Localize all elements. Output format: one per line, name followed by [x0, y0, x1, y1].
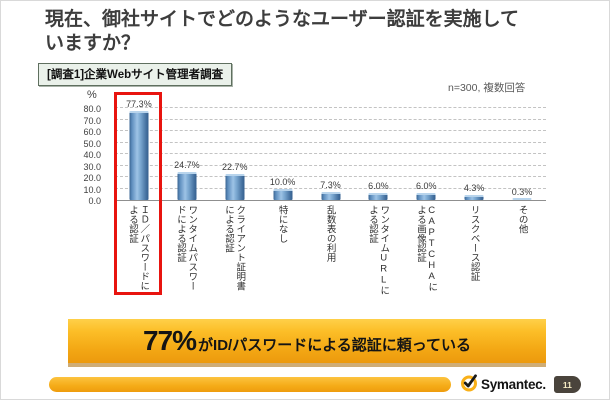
category-cell: 乱数表の利用	[306, 205, 354, 297]
category-cell: ワンタイムURLによる認証	[354, 205, 402, 297]
category-cell: ＩＤ／パスワードによる認証	[114, 205, 162, 297]
category-label: CAPTCHAによる画像認証	[415, 205, 438, 292]
y-tick-label: 60.0	[83, 127, 101, 137]
page-title-line2: いますか？	[45, 32, 141, 54]
y-tick-label: 40.0	[83, 150, 101, 160]
footer-accent-bar	[49, 377, 451, 392]
bar-value-label: 22.7%	[221, 161, 248, 172]
category-label: ＩＤ／パスワードによる認証	[127, 205, 150, 291]
y-tick-label: 0.0	[88, 196, 101, 206]
y-axis: 80.0 70.0 60.0 50.0 40.0 30.0 20.0 10.0 0.0	[39, 101, 109, 206]
y-tick-label: 10.0	[83, 184, 101, 195]
bar-value-label: 77.3%	[126, 99, 152, 110]
chart-bar	[225, 173, 245, 200]
bar-value-label: 24.7%	[174, 159, 200, 170]
category-label: クライアント証明書による認証	[223, 205, 246, 291]
category-cell: クライアント証明書による認証	[210, 205, 258, 297]
check-circle-icon	[459, 372, 479, 397]
y-tick-label: 30.0	[83, 161, 101, 172]
bar-chart: % 80.0 70.0 60.0 50.0 40.0 30.0 20.0 10.0 0.0 77…	[39, 89, 546, 317]
brand-logo: Symantec.	[459, 372, 546, 397]
bar-value-label: 6.0%	[416, 181, 437, 192]
bar-column: 6.0%	[354, 101, 402, 200]
bar-column: 77.3%	[115, 99, 163, 200]
gridline	[115, 141, 546, 143]
chart-bar	[273, 188, 293, 200]
y-tick-label: 80.0	[83, 104, 101, 114]
category-axis: ＩＤ／パスワードによる認証 ワンタイムパスワードによる認証 クライアント証明書による…	[114, 205, 546, 297]
category-cell: 特になし	[258, 205, 306, 297]
chart-bar	[416, 193, 436, 200]
category-cell: CAPTCHAによる画像認証	[402, 205, 450, 297]
gridline	[115, 176, 546, 177]
callout-message: がID/パスワードによる認証に頼っている	[198, 337, 472, 354]
plot-area: 77.3% 24.7% 22.7% 10.0% 7.3% 6.0% 6.0% 4.3% 0.3%	[114, 99, 546, 201]
chart-bar	[464, 195, 484, 200]
chart-bar	[177, 171, 197, 200]
y-tick-label: 50.0	[83, 138, 101, 149]
category-label: 乱数表の利用	[324, 205, 336, 262]
gridline	[115, 130, 546, 131]
y-tick-label: 70.0	[83, 115, 101, 126]
category-label: ワンタイムパスワードによる認証	[175, 205, 198, 291]
bar-column: 6.0%	[402, 101, 450, 200]
bar-column: 4.3%	[450, 101, 498, 200]
bar-value-label: 0.3%	[511, 186, 533, 197]
chart-bar	[129, 111, 149, 200]
category-label: リスクベース認証	[468, 205, 480, 281]
y-axis-unit-label: %	[87, 89, 97, 101]
category-cell: ワンタイムパスワードによる認証	[162, 205, 210, 297]
bar-column: 0.3%	[498, 101, 546, 200]
page-title-line1: 現在、御社サイトでどのようなユーザー認証を実施して	[45, 9, 520, 30]
sample-size-note: n=300, 複数回答	[448, 82, 526, 94]
y-tick-label: 20.0	[83, 173, 101, 183]
callout-banner: 77% がID/パスワードによる認証に頼っている	[68, 319, 546, 363]
category-cell: その他	[498, 205, 546, 297]
callout-big-number: 77%	[142, 325, 197, 356]
gridline	[115, 107, 546, 108]
gridline	[115, 187, 546, 189]
bar-column: 7.3%	[307, 101, 355, 200]
survey-source-label: [調査1]企業Webサイト管理者調査	[38, 63, 233, 86]
bar-value-label: 4.3%	[463, 183, 485, 194]
bar-value-label: 6.0%	[368, 181, 389, 192]
gridline	[115, 153, 546, 154]
brand-name: Symantec.	[481, 377, 546, 392]
chart-bar	[368, 193, 388, 200]
bar-column: 10.0%	[259, 101, 307, 200]
chart-bar	[512, 198, 532, 200]
bar-value-label: 10.0%	[269, 176, 296, 187]
gridline	[115, 118, 546, 120]
category-label: 特になし	[276, 205, 288, 243]
page-title: 現在、御社サイトでどのようなユーザー認証を実施して いますか？	[45, 8, 575, 55]
callout-text: 77% がID/パスワードによる認証に頼っている	[143, 325, 471, 357]
bar-column: 22.7%	[211, 101, 259, 200]
bar-column: 24.7%	[163, 101, 211, 200]
category-label: ワンタイムURLによる認証	[367, 205, 390, 295]
category-label: その他	[516, 205, 528, 234]
footer: Symantec. 11	[49, 372, 583, 397]
category-cell: リスクベース認証	[450, 205, 498, 297]
gridline	[115, 164, 546, 166]
chart-bar	[321, 191, 340, 200]
bar-value-label: 7.3%	[320, 179, 341, 190]
page-number-badge: 11	[553, 376, 581, 393]
